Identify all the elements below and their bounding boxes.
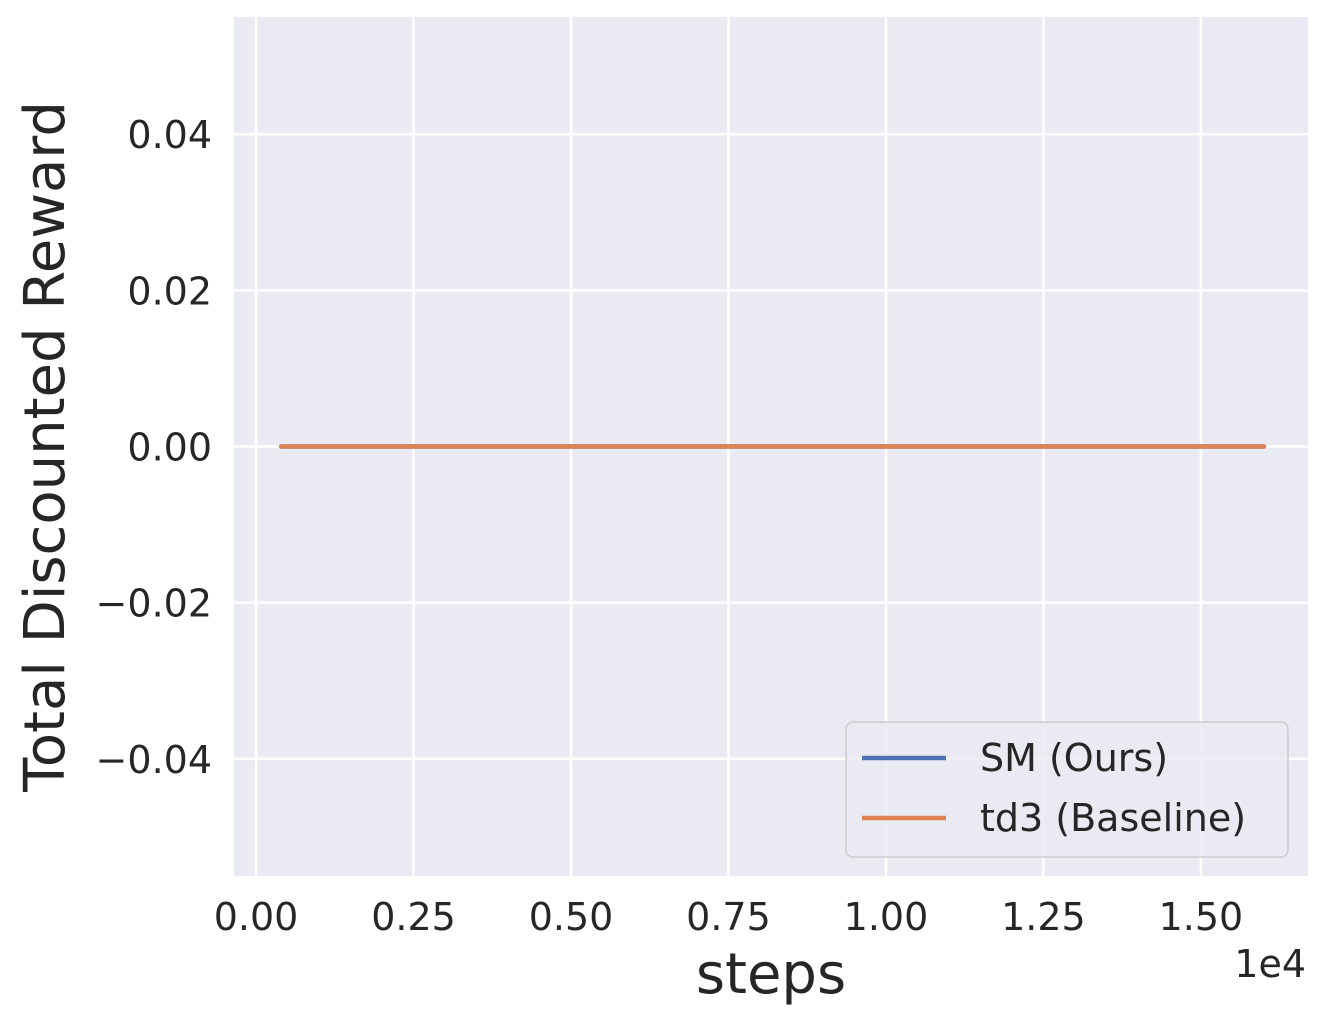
x-tick-label: 1.50 (1159, 895, 1244, 939)
y-tick-label: 0.02 (127, 269, 212, 313)
x-tick-label: 0.25 (371, 895, 456, 939)
y-tick-label: −0.04 (96, 738, 212, 782)
x-axis-ticks: 0.00 0.25 0.50 0.75 1.00 1.25 1.50 (214, 895, 1243, 939)
x-axis-title: steps (696, 942, 846, 1007)
y-tick-label: 0.04 (127, 113, 212, 157)
x-axis-offset-label: 1e4 (1234, 942, 1306, 986)
x-tick-label: 0.50 (529, 895, 614, 939)
x-tick-label: 0.00 (214, 895, 299, 939)
legend-label-2: td3 (Baseline) (980, 796, 1246, 840)
y-axis-title: Total Discounted Reward (13, 101, 78, 793)
y-tick-label: 0.00 (127, 426, 212, 470)
x-tick-label: 1.25 (1001, 895, 1086, 939)
legend-frame (845, 721, 1289, 858)
y-axis-ticks: −0.04 −0.02 0.00 0.02 0.04 (96, 113, 212, 782)
x-tick-label: 0.75 (686, 895, 771, 939)
x-tick-label: 1.00 (844, 895, 929, 939)
legend: SM (Ours) td3 (Baseline) (845, 721, 1289, 858)
legend-label-1: SM (Ours) (980, 736, 1168, 780)
y-tick-label: −0.02 (96, 582, 212, 626)
